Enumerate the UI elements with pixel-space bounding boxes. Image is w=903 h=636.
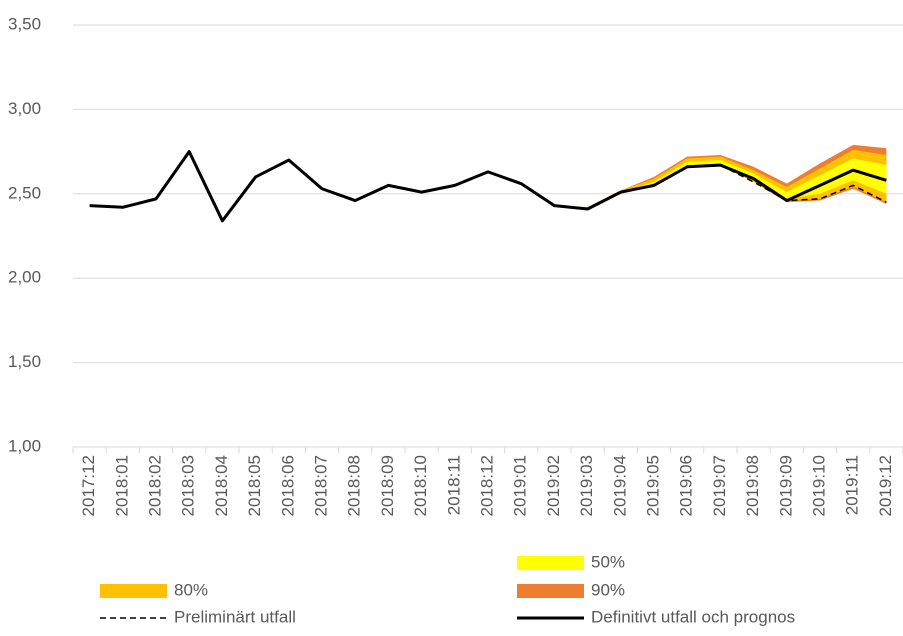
legend-label: 50% [591,552,625,571]
x-tick-label: 2018:08 [345,455,364,516]
x-tick-label: 2019:07 [710,455,729,516]
x-tick-label: 2018:10 [411,455,430,516]
x-tick-label: 2018:04 [212,455,231,516]
x-tick-label: 2019:06 [677,455,696,516]
x-tick-label: 2018:07 [311,455,330,516]
x-tick-label: 2018:12 [477,455,496,516]
x-tick-label: 2019:02 [544,455,563,516]
y-tick-label: 3,50 [8,14,41,33]
legend-label: 90% [591,580,625,599]
x-tick-label: 2019:12 [876,455,895,516]
y-tick-label: 1,00 [8,436,41,455]
y-tick-label: 3,00 [8,99,41,118]
x-tick-label: 2018:01 [112,455,131,516]
x-tick-label: 2019:03 [577,455,596,516]
legend-label: Preliminärt utfall [174,607,296,626]
x-tick-label: 2017:12 [79,455,98,516]
x-tick-label: 2019:01 [511,455,530,516]
x-tick-label: 2019:11 [843,455,862,515]
y-tick-label: 2,00 [8,268,41,287]
x-tick-label: 2018:11 [444,455,463,515]
x-tick-label: 2019:08 [743,455,762,516]
x-tick-label: 2019:09 [776,455,795,516]
x-tick-label: 2018:05 [245,455,264,516]
x-tick-label: 2019:10 [809,455,828,516]
x-tick-label: 2018:06 [278,455,297,516]
y-tick-label: 1,50 [8,352,41,371]
line [89,150,887,223]
legend-swatch [517,584,584,598]
legend-swatch [100,584,167,598]
y-tick-label: 2,50 [8,183,41,202]
x-tick-label: 2018:09 [378,455,397,516]
x-tick-label: 2018:02 [145,455,164,516]
legend-label: 80% [174,580,208,599]
x-tick-label: 2019:05 [643,455,662,516]
legend-label: Definitivt utfall och prognos [591,607,795,626]
legend-swatch [517,556,584,570]
fan-band [554,158,887,209]
x-tick-label: 2019:04 [610,455,629,516]
line [720,164,887,203]
x-tick-label: 2018:03 [179,455,198,516]
